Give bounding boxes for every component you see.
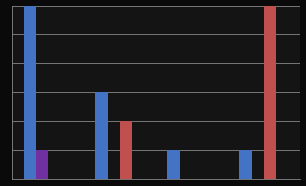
Bar <box>36 150 48 179</box>
Bar <box>264 6 276 179</box>
Bar <box>95 92 108 179</box>
Bar <box>24 6 36 179</box>
Bar <box>120 121 132 179</box>
Bar <box>239 150 252 179</box>
Bar <box>167 150 180 179</box>
